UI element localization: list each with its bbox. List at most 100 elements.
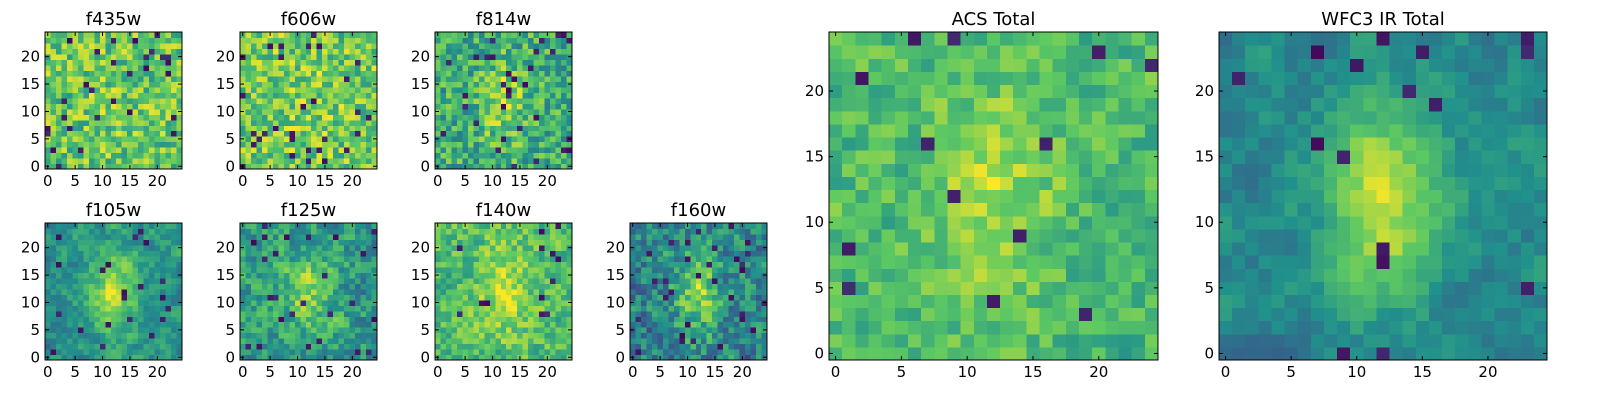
heatmap-cell (484, 53, 491, 60)
heatmap-cell (305, 114, 312, 121)
heatmap-cell (121, 97, 128, 104)
heatmap-cell (500, 81, 507, 88)
heatmap-cell (77, 114, 84, 121)
heatmap-cell (294, 130, 301, 137)
heatmap-cell (305, 354, 312, 361)
heatmap-cell (283, 321, 290, 328)
heatmap-cell (484, 223, 491, 230)
heatmap-cell (366, 59, 373, 66)
heatmap-cell (1065, 281, 1080, 295)
heatmap-cell (94, 294, 101, 301)
heatmap-cell (451, 272, 458, 279)
heatmap-cell (272, 233, 279, 241)
heatmap-cell (706, 310, 713, 317)
heatmap-cell (366, 114, 373, 121)
heatmap-cell (143, 86, 150, 93)
heatmap-cell (305, 75, 312, 82)
heatmap-cell (478, 59, 485, 66)
heatmap-cell (171, 266, 178, 273)
heatmap-cell (366, 338, 373, 345)
heatmap-cell (121, 277, 128, 284)
heatmap-cell (701, 354, 708, 361)
heatmap-cell (55, 53, 63, 60)
heatmap-cell (250, 64, 258, 71)
heatmap-cell (50, 130, 57, 137)
heatmap-cell (143, 310, 150, 317)
heatmap-cell (349, 349, 356, 356)
heatmap-cell (72, 130, 79, 137)
heatmap-cell (333, 255, 340, 262)
heatmap-cell (94, 349, 101, 356)
heatmap-cell (50, 321, 57, 328)
heatmap-cell (316, 255, 323, 262)
heatmap-cell (673, 338, 680, 345)
heatmap-cell (50, 288, 57, 295)
heatmap-cell (690, 223, 697, 230)
heatmap-cell (684, 338, 691, 345)
heatmap-cell (311, 59, 318, 66)
heatmap-cell (94, 310, 101, 317)
heatmap-cell (489, 64, 496, 71)
heatmap-cell (300, 261, 307, 268)
heatmap-cell (300, 327, 307, 334)
heatmap-cell (829, 189, 843, 204)
heatmap-cell (116, 114, 123, 121)
heatmap-cell (160, 349, 167, 356)
heatmap-cell (294, 119, 301, 126)
heatmap-cell (371, 305, 378, 312)
heatmap-cell (539, 332, 546, 339)
heatmap-cell (149, 130, 156, 137)
heatmap-cell (250, 103, 258, 110)
heatmap-cell (333, 92, 340, 99)
heatmap-cell (50, 343, 57, 350)
heatmap-cell (116, 233, 123, 241)
heatmap-cell (50, 233, 57, 241)
heatmap-cell (267, 299, 274, 306)
heatmap-cell (61, 283, 68, 290)
heatmap-cell (50, 294, 57, 301)
heatmap-cell (511, 255, 518, 262)
heatmap-cell (333, 283, 340, 290)
heatmap-cell (640, 288, 648, 295)
heatmap-cell (473, 239, 480, 246)
heatmap-cell (278, 239, 285, 246)
y-tick-label: 5 (225, 321, 235, 339)
heatmap-cell (176, 64, 183, 71)
heatmap-cell (94, 125, 101, 132)
heatmap-cell (143, 37, 150, 44)
heatmap-cell (462, 332, 469, 339)
heatmap-cell (283, 266, 290, 273)
heatmap-cell (868, 294, 883, 309)
heatmap-cell (344, 266, 351, 273)
heatmap-cell (349, 277, 356, 284)
heatmap-cell (947, 202, 962, 217)
heatmap-cell (88, 59, 95, 66)
heatmap-cell (105, 114, 112, 121)
heatmap-cell (127, 305, 134, 312)
heatmap-cell (272, 70, 279, 77)
heatmap-cell (478, 272, 485, 279)
heatmap-cell (640, 277, 648, 284)
heatmap-cell (986, 176, 1001, 191)
heatmap-cell (478, 32, 485, 39)
heatmap-cell (176, 321, 183, 328)
heatmap-cell (555, 244, 562, 251)
heatmap-cell (986, 241, 1001, 256)
heatmap-cell (701, 266, 708, 273)
heatmap-cell (61, 305, 68, 312)
heatmap-cell (728, 305, 735, 312)
heatmap-cell (127, 283, 134, 290)
heatmap-cell (45, 338, 52, 345)
heatmap-cell (88, 136, 95, 143)
heatmap-cell (176, 75, 183, 82)
heatmap-cell (88, 108, 95, 115)
heatmap-cell (684, 327, 691, 334)
heatmap-cell (132, 332, 139, 339)
heatmap-cell (311, 64, 318, 71)
heatmap-cell (544, 294, 551, 301)
heatmap-cell (723, 288, 730, 295)
heatmap-cell (473, 136, 480, 143)
heatmap-cell (690, 255, 697, 262)
heatmap-cell (289, 255, 296, 262)
heatmap-cell (366, 283, 373, 290)
